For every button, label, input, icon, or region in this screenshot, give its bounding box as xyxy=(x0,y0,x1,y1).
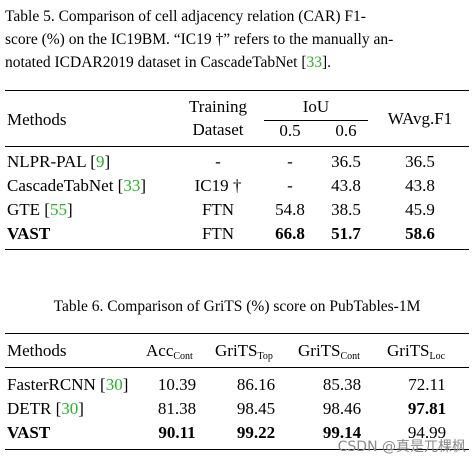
table6-row-cont: 98.46 xyxy=(322,399,362,418)
table5-bottom-rule xyxy=(5,249,469,250)
table5-row-iou05: 66.8 xyxy=(275,224,305,243)
bracket: ] xyxy=(66,200,73,219)
method-name: DETR [ xyxy=(7,399,62,418)
table6-row-cont: 99.14 xyxy=(322,423,362,442)
table5-header-iou: IoU xyxy=(302,97,330,116)
caption-text: ]. xyxy=(322,54,332,71)
table5-row-iou05: - xyxy=(287,176,293,195)
header-text: Acc xyxy=(146,341,174,360)
bracket: ] xyxy=(140,176,147,195)
table5-row-method: CascadeTabNet [33] xyxy=(7,176,146,196)
table6-caption: Table 6. Comparison of GriTS (%) score o… xyxy=(53,298,421,315)
table6-row-top: 99.22 xyxy=(236,423,276,442)
table5-row-wavg: 45.9 xyxy=(405,200,435,219)
table6-header-grits-cont: GriTSCont xyxy=(298,341,360,362)
table5-header-methods: Methods xyxy=(7,110,67,129)
citation-link[interactable]: 33 xyxy=(123,176,141,195)
table6-bottom-rule xyxy=(5,449,469,450)
table5-top-rule xyxy=(5,90,469,91)
table6-row-loc: 94.99 xyxy=(407,423,447,442)
csdn-watermark: CSDN @真是兀棵枫 xyxy=(337,439,466,455)
table5-row-dataset: - xyxy=(215,152,221,171)
table5-caption-line1: Table 5. Comparison of cell adjacency re… xyxy=(5,8,366,25)
table5-row-wavg: 58.6 xyxy=(405,224,435,243)
table6-row-method: FasterRCNN [30] xyxy=(7,375,128,395)
citation-link[interactable]: 9 xyxy=(95,152,105,171)
caption-text: notated ICDAR2019 dataset in CascadeTabN… xyxy=(5,54,307,71)
table5-row-dataset: IC19 † xyxy=(194,176,242,195)
table5-row-iou06: 51.7 xyxy=(331,224,361,243)
table5-row-iou06: 43.8 xyxy=(331,176,361,195)
table5-row-method: NLPR-PAL [9] xyxy=(7,152,110,172)
table5-row-iou06: 38.5 xyxy=(331,200,361,219)
method-name: GTE [ xyxy=(7,200,50,219)
table6-row-acc: 81.38 xyxy=(157,399,197,418)
table6-row-method: VAST xyxy=(7,423,51,442)
header-text: GriTS xyxy=(215,341,258,360)
table6-header-acc: AccCont xyxy=(146,341,193,362)
table5-header-iou06: 0.6 xyxy=(335,121,357,140)
table5-header-rule xyxy=(5,146,469,147)
table5-header-dataset: Dataset xyxy=(192,120,244,139)
method-name: FasterRCNN [ xyxy=(7,375,106,394)
header-text: GriTS xyxy=(387,341,430,360)
table5-row-dataset: FTN xyxy=(201,200,235,219)
table5-row-iou06: 36.5 xyxy=(331,152,361,171)
table5-row-method: GTE [55] xyxy=(7,200,73,220)
table6-row-loc: 72.11 xyxy=(408,375,446,394)
header-subscript: Loc xyxy=(429,351,446,362)
table5-header-wavg: WAvg.F1 xyxy=(387,109,453,128)
citation-link[interactable]: 33 xyxy=(306,54,323,71)
table6-header-methods: Methods xyxy=(7,341,67,360)
table6-header-grits-loc: GriTSLoc xyxy=(387,341,445,362)
citation-link[interactable]: 30 xyxy=(105,375,123,394)
table5-row-wavg: 43.8 xyxy=(405,176,435,195)
citation-link[interactable]: 30 xyxy=(61,399,79,418)
table6-header-rule xyxy=(5,367,469,368)
table6-row-top: 86.16 xyxy=(236,375,276,394)
table6-row-loc: 97.81 xyxy=(407,399,447,418)
citation-link[interactable]: 55 xyxy=(49,200,67,219)
table6-row-acc: 90.11 xyxy=(158,423,196,442)
table5-caption-line3: notated ICDAR2019 dataset in CascadeTabN… xyxy=(5,52,331,73)
table5-row-method: VAST xyxy=(7,224,51,243)
header-subscript: Cont xyxy=(340,351,360,362)
table6-header-grits-top: GriTSTop xyxy=(215,341,273,362)
table5-row-dataset: FTN xyxy=(201,224,235,243)
method-name: NLPR-PAL [ xyxy=(7,152,96,171)
bracket: ] xyxy=(122,375,129,394)
method-name: CascadeTabNet [ xyxy=(7,176,124,195)
table5-row-iou05: 54.8 xyxy=(275,200,305,219)
table5-header-training: Training xyxy=(189,97,247,116)
header-subscript: Top xyxy=(257,351,273,362)
table5-row-iou05: - xyxy=(287,152,293,171)
header-text: GriTS xyxy=(298,341,341,360)
table6-top-rule xyxy=(5,333,469,334)
table6-row-top: 98.45 xyxy=(236,399,276,418)
table5-caption-line2: score (%) on the IC19BM. “IC19 †” refers… xyxy=(5,31,394,48)
bracket: ] xyxy=(78,399,84,418)
table6-row-method: DETR [30] xyxy=(7,399,84,419)
table6-row-acc: 10.39 xyxy=(157,375,197,394)
table5-header-iou05: 0.5 xyxy=(279,121,301,140)
table5-iou-cmidrule xyxy=(264,120,368,121)
table6-row-cont: 85.38 xyxy=(322,375,362,394)
bracket: ] xyxy=(104,152,111,171)
table5-row-wavg: 36.5 xyxy=(405,152,435,171)
header-subscript: Cont xyxy=(173,351,193,362)
